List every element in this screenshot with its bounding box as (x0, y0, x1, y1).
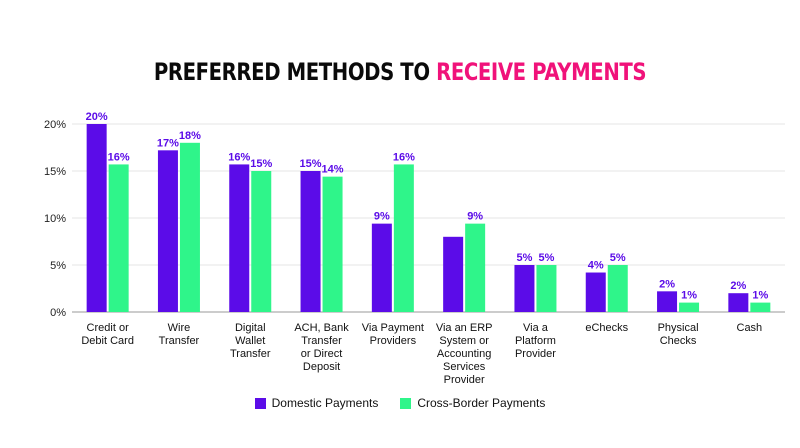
y-tick-label: 10% (44, 213, 66, 225)
bar (86, 124, 107, 312)
legend-label-cross-border: Cross-Border Payments (417, 396, 546, 410)
data-label: 5% (610, 252, 626, 264)
bar (443, 236, 464, 312)
data-label: 9% (374, 211, 390, 223)
x-tick-label: Services (443, 361, 486, 373)
x-tick-label: Via Payment (362, 322, 424, 334)
x-tick-label: Cash (737, 322, 763, 334)
x-tick-label: ACH, Bank (294, 322, 349, 334)
x-tick-label: Accounting (437, 348, 491, 360)
x-tick-label: Provider (444, 374, 485, 386)
bar (607, 265, 628, 312)
x-tick-label: Provider (515, 348, 556, 360)
bar (157, 150, 178, 312)
bar (371, 223, 392, 312)
data-label: 5% (516, 252, 532, 264)
x-tick-label: Credit or (87, 322, 130, 334)
data-label: 2% (730, 280, 746, 292)
data-label: 15% (300, 158, 322, 170)
x-tick-label: Debit Card (81, 335, 134, 347)
legend-swatch-cross-border (400, 397, 412, 409)
x-tick-label: Physical (658, 322, 699, 334)
x-tick-label: eChecks (585, 322, 628, 334)
bar (179, 142, 200, 312)
data-label: 16% (228, 151, 250, 163)
x-tick-label: Wallet (235, 335, 265, 347)
chart-legend: Domestic Payments Cross-Border Payments (0, 396, 800, 410)
x-tick-label: Deposit (303, 361, 340, 373)
data-label: 1% (752, 290, 768, 302)
data-label: 9% (467, 211, 483, 223)
data-label: 2% (659, 278, 675, 290)
data-label: 5% (538, 252, 554, 264)
bar (657, 291, 678, 312)
legend-item-domestic: Domestic Payments (254, 396, 379, 410)
legend-swatch-domestic (254, 397, 266, 409)
bar (728, 293, 749, 312)
bar (536, 265, 557, 312)
bar (514, 265, 535, 312)
bar (251, 171, 272, 312)
data-label: 16% (108, 151, 130, 163)
legend-label-domestic: Domestic Payments (271, 396, 379, 410)
x-tick-label: Transfer (301, 335, 342, 347)
x-tick-label: System or (439, 335, 489, 347)
data-label: 15% (250, 158, 272, 170)
bar (393, 164, 414, 312)
bar (465, 223, 486, 312)
x-tick-label: Platform (515, 335, 556, 347)
data-label: 14% (322, 164, 344, 176)
y-tick-label: 0% (50, 307, 66, 319)
x-tick-label: or Direct (301, 348, 343, 360)
x-tick-label: Via a (523, 322, 549, 334)
data-label: 17% (157, 137, 179, 149)
bar (229, 164, 250, 312)
chart-title: PREFERRED METHODS TO RECEIVE PAYMENTS (72, 58, 728, 86)
data-label: 1% (681, 290, 697, 302)
data-label: 16% (393, 151, 415, 163)
chart-title-prefix: PREFERRED METHODS TO (153, 58, 437, 86)
bar (322, 176, 343, 312)
bar (300, 171, 321, 312)
x-tick-label: Via an ERP (436, 322, 493, 334)
bar (108, 164, 129, 312)
data-label: 20% (86, 111, 108, 123)
chart-title-highlight: RECEIVE PAYMENTS (436, 58, 647, 86)
bar (679, 302, 700, 312)
data-label: 18% (179, 130, 201, 142)
x-tick-label: Transfer (159, 335, 200, 347)
y-tick-label: 5% (50, 260, 66, 272)
legend-item-cross-border: Cross-Border Payments (400, 396, 545, 410)
x-tick-label: Wire (168, 322, 191, 334)
x-tick-label: Transfer (230, 348, 271, 360)
y-tick-label: 15% (44, 166, 66, 178)
x-tick-label: Providers (370, 335, 417, 347)
y-tick-label: 20% (44, 119, 66, 131)
bar (750, 302, 771, 312)
x-tick-label: Checks (660, 335, 697, 347)
x-tick-label: Digital (235, 322, 266, 334)
data-label: 4% (588, 260, 604, 272)
bar (585, 272, 606, 312)
